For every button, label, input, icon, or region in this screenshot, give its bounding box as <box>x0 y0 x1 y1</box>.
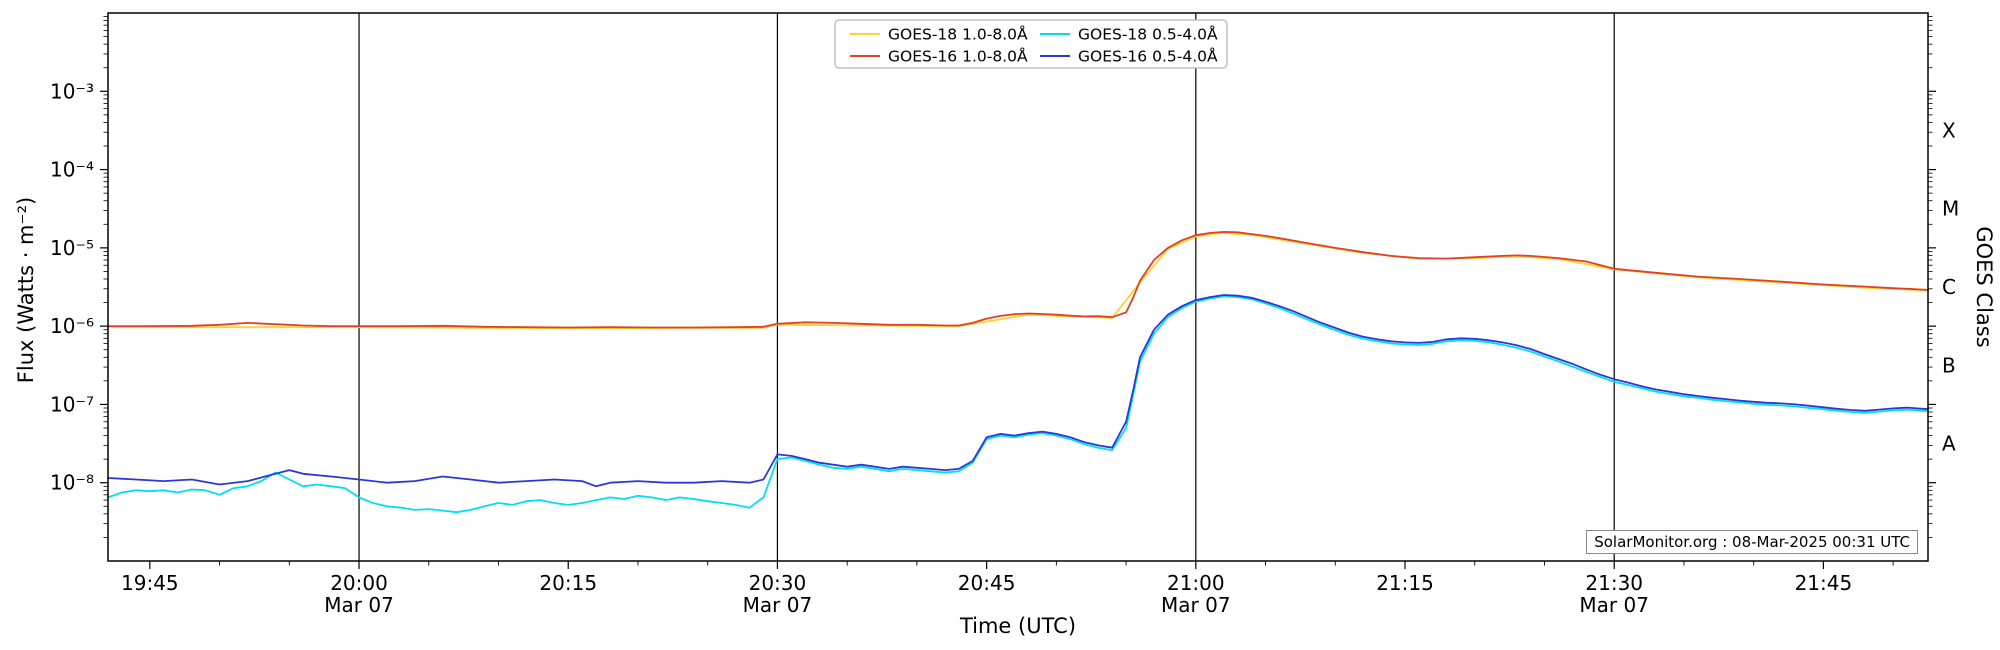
goes-class-letter-a: A <box>1942 432 1956 456</box>
x-date-label: Mar 07 <box>1161 593 1231 617</box>
plot-border <box>107 12 1929 562</box>
x-tick-label: 19:45 <box>121 571 179 595</box>
legend-label-goes18-short: GOES-18 0.5-4.0Å <box>1078 25 1218 44</box>
y-tick-label: 10⁻⁷ <box>50 392 94 416</box>
y-tick-label: 10⁻⁵ <box>50 236 94 260</box>
x-tick-label: 20:00 <box>330 571 388 595</box>
x-date-label: Mar 07 <box>324 593 394 617</box>
x-axis-label-time: Time (UTC) <box>959 614 1077 638</box>
legend-box <box>834 19 1228 69</box>
y-axis-label-flux: Flux (Watts · m⁻²) <box>14 196 38 384</box>
solarmonitor-timestamp: SolarMonitor.org : 08-Mar-2025 00:31 UTC <box>1586 530 1918 554</box>
y-tick-label: 10⁻⁶ <box>50 314 94 338</box>
goes-class-letter-c: C <box>1942 275 1956 299</box>
series-goes16-short <box>107 294 1929 488</box>
x-tick-label: 20:15 <box>539 571 597 595</box>
legend-label-goes16-short: GOES-16 0.5-4.0Å <box>1078 47 1218 66</box>
goes-class-letter-x: X <box>1942 118 1956 142</box>
x-date-label: Mar 07 <box>743 593 813 617</box>
goes-class-letter-b: B <box>1942 353 1956 377</box>
y-axis-label-goes-class: GOES Class <box>1972 226 1996 348</box>
x-tick-label: 21:30 <box>1585 571 1643 595</box>
x-date-label: Mar 07 <box>1579 593 1649 617</box>
x-tick-label: 20:45 <box>958 571 1016 595</box>
y-tick-label: 10⁻³ <box>50 79 94 103</box>
y-tick-label: 10⁻⁴ <box>50 158 94 182</box>
legend-label-goes18-long: GOES-18 1.0-8.0Å <box>888 25 1028 44</box>
x-tick-label: 20:30 <box>749 571 807 595</box>
series-goes16-long <box>107 231 1929 329</box>
legend-label-goes16-long: GOES-16 1.0-8.0Å <box>888 47 1028 66</box>
x-tick-label: 21:15 <box>1376 571 1434 595</box>
goes-class-letter-m: M <box>1942 197 1959 221</box>
x-tick-label: 21:45 <box>1795 571 1853 595</box>
x-tick-label: 21:00 <box>1167 571 1225 595</box>
y-tick-label: 10⁻⁸ <box>50 471 94 495</box>
series-goes18-short <box>107 295 1929 514</box>
